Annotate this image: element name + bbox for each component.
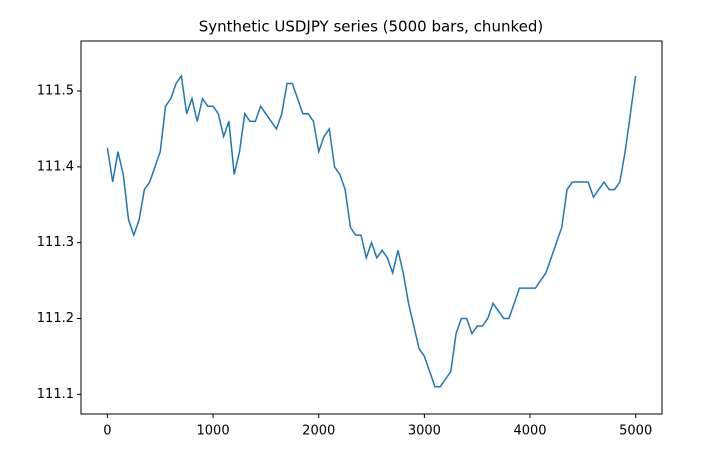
chart-title: Synthetic USDJPY series (5000 bars, chun…	[199, 18, 543, 36]
x-tick-label: 2000	[302, 424, 335, 439]
x-tick-label: 0	[103, 424, 111, 439]
y-tick-label: 111.4	[37, 159, 74, 174]
x-tick-label: 1000	[197, 424, 230, 439]
y-tick-label: 111.1	[37, 387, 74, 402]
x-tick-label: 4000	[513, 424, 546, 439]
axes-frame	[80, 40, 663, 415]
y-tick-label: 111.5	[37, 84, 74, 99]
x-tick-label: 3000	[408, 424, 441, 439]
y-tick-label: 111.2	[37, 311, 74, 326]
x-tick-label: 5000	[619, 424, 652, 439]
line-series	[106, 73, 637, 388]
y-tick-label: 111.3	[37, 235, 74, 250]
